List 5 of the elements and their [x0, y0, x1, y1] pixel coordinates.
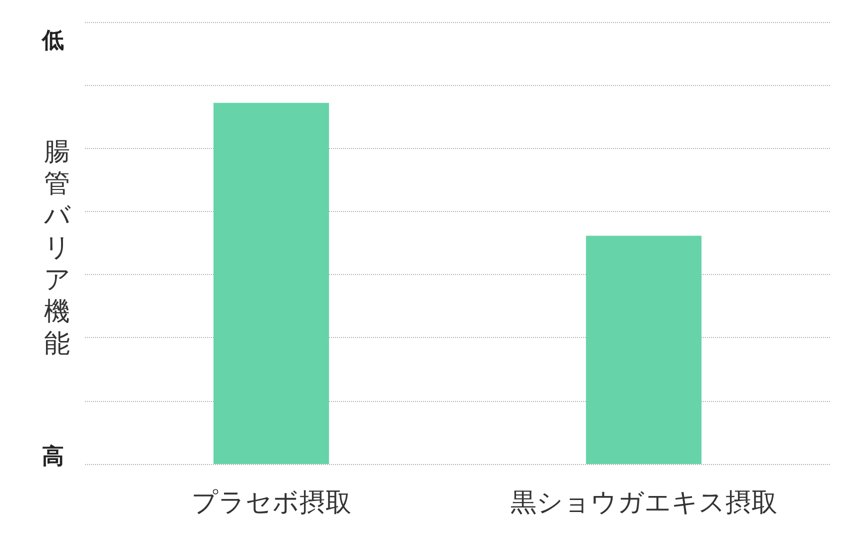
x-tick-label: 黒ショウガエキス摂取: [510, 488, 778, 518]
y-axis-title: 腸管バリア機能: [43, 137, 71, 359]
text: 高: [42, 444, 64, 470]
text: 低: [41, 28, 64, 54]
x-tick-label: プラセボ摂取: [191, 488, 352, 518]
